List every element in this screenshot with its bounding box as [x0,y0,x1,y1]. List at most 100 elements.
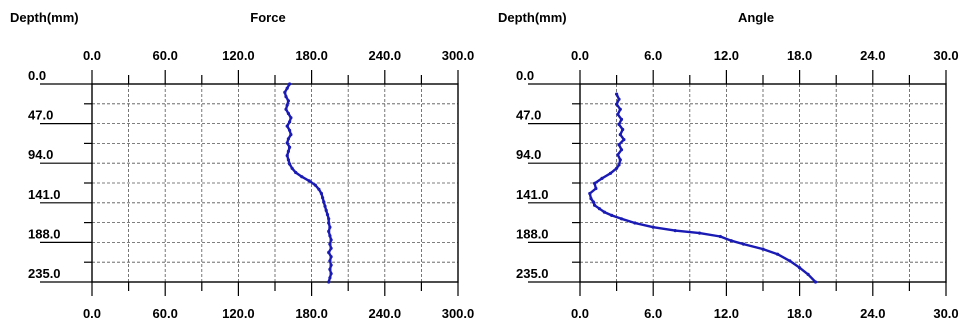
y-tick-label: 94.0 [516,147,541,162]
data-point [673,229,677,233]
data-point [300,175,304,179]
x-tick-label-bottom: 30.0 [933,306,958,321]
data-point [288,128,292,132]
x-tick-label-top: 6.0 [644,48,662,63]
y-axis-label: Depth(mm) [10,10,79,25]
data-point [621,127,625,132]
data-point [328,276,332,280]
x-tick-label-top: 300.0 [442,48,475,63]
data-point [283,90,287,94]
data-point [761,247,765,251]
data-point [329,255,333,259]
data-point [317,187,321,191]
x-tick-label-top: 240.0 [369,48,402,63]
data-point [589,197,593,201]
data-point [328,234,332,238]
data-point [329,238,333,242]
x-tick-label-bottom: 120.0 [222,306,255,321]
x-tick-label-bottom: 24.0 [860,306,885,321]
data-point [619,148,624,152]
data-point [616,112,620,116]
data-point [806,272,810,276]
data-point [602,210,607,214]
data-point [788,259,792,263]
data-point [288,145,292,149]
chart-title: Angle [738,10,774,25]
data-point [622,138,626,142]
y-tick-label: 141.0 [28,187,61,202]
data-point [286,149,290,153]
y-tick-label: 0.0 [28,68,46,83]
data-point [327,280,331,284]
data-point [285,124,289,128]
data-point [327,217,331,221]
data-point [285,103,289,107]
x-tick-label-top: 24.0 [860,48,885,63]
data-point [600,176,604,180]
data-point [633,221,637,225]
data-point [329,263,333,267]
data-point [718,234,722,239]
data-point [284,95,288,99]
x-tick-label-bottom: 18.0 [787,306,812,321]
data-point [285,154,289,158]
data-point [289,133,293,137]
y-tick-label: 235.0 [516,266,549,281]
data-point [286,111,290,116]
x-tick-label-bottom: 0.0 [83,306,101,321]
data-point [289,116,293,120]
x-tick-label-bottom: 12.0 [714,306,739,321]
x-tick-label-bottom: 180.0 [295,306,328,321]
data-point [313,183,317,187]
data-point [619,117,624,121]
data-point [618,133,622,137]
y-tick-label: 141.0 [516,187,549,202]
x-tick-label-top: 180.0 [295,48,328,63]
data-point [284,107,288,111]
y-tick-label: 235.0 [28,266,61,281]
data-point [329,272,333,276]
y-tick-label: 188.0 [516,226,549,241]
x-tick-label-top: 120.0 [222,48,255,63]
data-point [618,107,622,111]
data-point [321,196,325,200]
x-tick-label-top: 30.0 [933,48,958,63]
data-point [798,266,802,270]
x-tick-label-top: 18.0 [787,48,812,63]
data-point [285,86,289,90]
x-tick-label-top: 12.0 [714,48,739,63]
x-tick-label-bottom: 300.0 [442,306,475,321]
data-point [288,120,292,124]
data-point [327,229,331,233]
data-point [307,179,311,183]
y-axis-label: Depth(mm) [498,10,567,25]
y-tick-label: 94.0 [28,147,53,162]
data-point [741,242,746,246]
data-point [617,97,621,101]
x-tick-label-bottom: 0.0 [571,306,589,321]
x-tick-label-bottom: 60.0 [153,306,178,321]
data-point [615,166,619,170]
data-point [327,250,331,255]
y-tick-label: 47.0 [516,108,541,123]
data-point [617,143,621,147]
x-tick-label-bottom: 240.0 [369,306,402,321]
data-point [593,181,597,185]
data-point [322,200,326,204]
y-tick-label: 0.0 [516,68,534,83]
data-point [588,191,592,196]
data-point [698,231,702,235]
y-tick-label: 188.0 [28,226,61,241]
data-point [619,217,624,221]
x-tick-label-top: 0.0 [571,48,589,63]
x-tick-label-top: 60.0 [153,48,178,63]
data-point [328,242,332,246]
x-tick-label-top: 0.0 [83,48,101,63]
data-point [608,171,613,175]
chart-panel-1: Depth(mm) Force 0.0 0.0 60.0 60.0 120.0 120.0 18… [10,10,474,321]
data-point [328,225,332,229]
data-point [285,141,289,145]
data-point [594,186,598,191]
data-point [597,207,602,211]
